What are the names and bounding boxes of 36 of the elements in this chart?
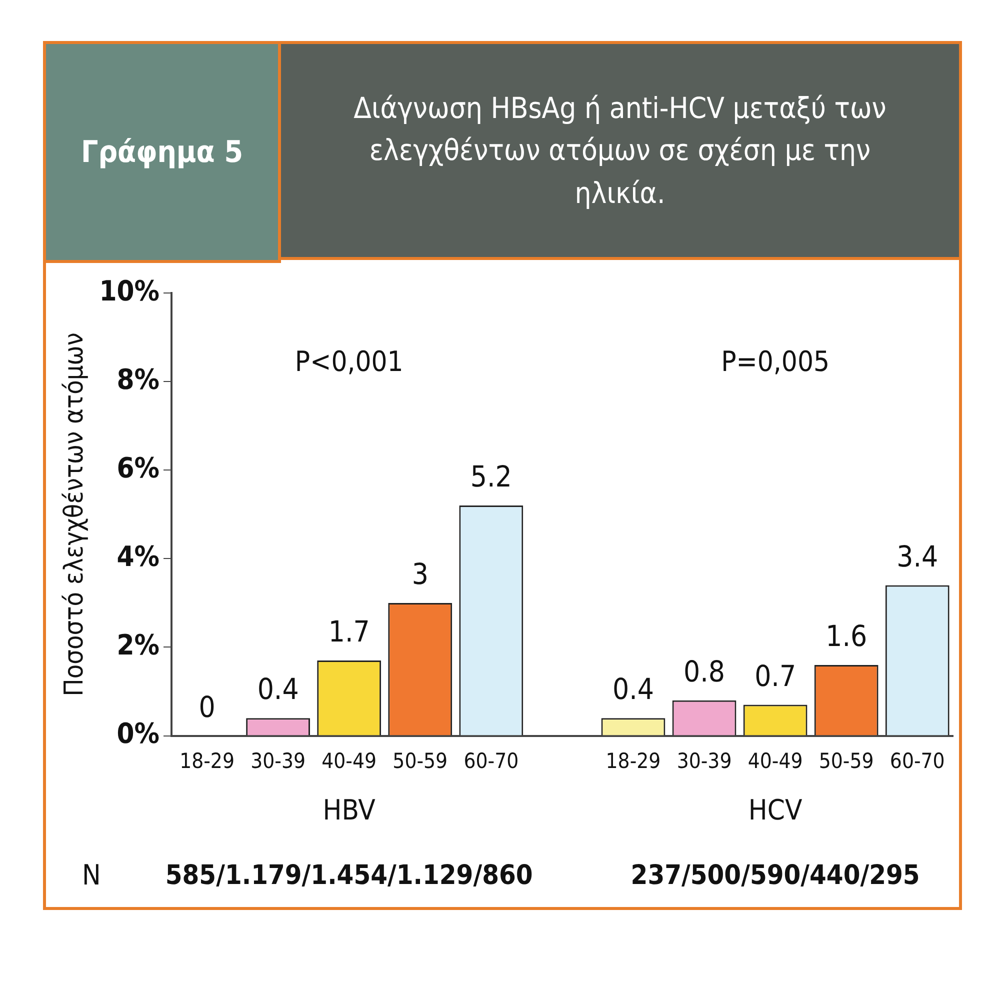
x-tick-label: 18-29: [180, 748, 234, 773]
text: HBV: [322, 793, 376, 826]
x-tick-label: 60-70: [464, 748, 519, 773]
x-tick-label: 18-29: [606, 748, 661, 773]
y-axis-title: Ποσοστό ελεγχθέντων ατόμων: [59, 332, 90, 696]
y-tick-label: 0%: [116, 717, 160, 750]
y-tick-label: 4%: [116, 540, 160, 573]
text: HCV: [748, 793, 803, 826]
y-tick-label: 10%: [99, 274, 160, 308]
data-label: 0.4: [257, 672, 299, 706]
y-tick-label: 6%: [116, 451, 160, 484]
text: 585/1.179/1.454/1.129/860: [165, 860, 533, 892]
x-tick-label: 50-59: [392, 748, 448, 773]
x-tick-label: 40-49: [322, 748, 377, 773]
data-label: 5.2: [470, 460, 512, 494]
data-label: 3.4: [896, 539, 938, 574]
annotation: P<0,001: [294, 345, 404, 378]
x-tick-label: 30-39: [676, 748, 732, 773]
data-label: 3: [412, 556, 428, 591]
chart-subtitle: Διάγνωση HBsAg ή anti-HCV μεταξύ των ελεγχθέντων ατόμων σε σχέση με την ηλικία.: [281, 44, 959, 260]
x-tick-label: 60-70: [890, 748, 945, 773]
data-label: 0.4: [612, 672, 654, 706]
x-tick-label: 30-39: [250, 748, 306, 773]
data-label: 0.7: [754, 658, 796, 693]
data-label: 0: [198, 690, 216, 724]
text: 237/500/590/440/295: [630, 860, 920, 892]
x-tick-label: 50-59: [818, 748, 874, 773]
data-label: 0.8: [684, 654, 726, 688]
y-tick-label: 2%: [116, 628, 160, 662]
data-label: 1.7: [328, 614, 370, 649]
text: N: [82, 858, 101, 892]
y-tick-label: 8%: [116, 362, 160, 396]
x-tick-label: 40-49: [748, 748, 803, 773]
chart-title: Γράφημα 5: [46, 44, 281, 263]
data-label: 1.6: [826, 618, 868, 653]
annotation: P=0,005: [721, 345, 830, 378]
